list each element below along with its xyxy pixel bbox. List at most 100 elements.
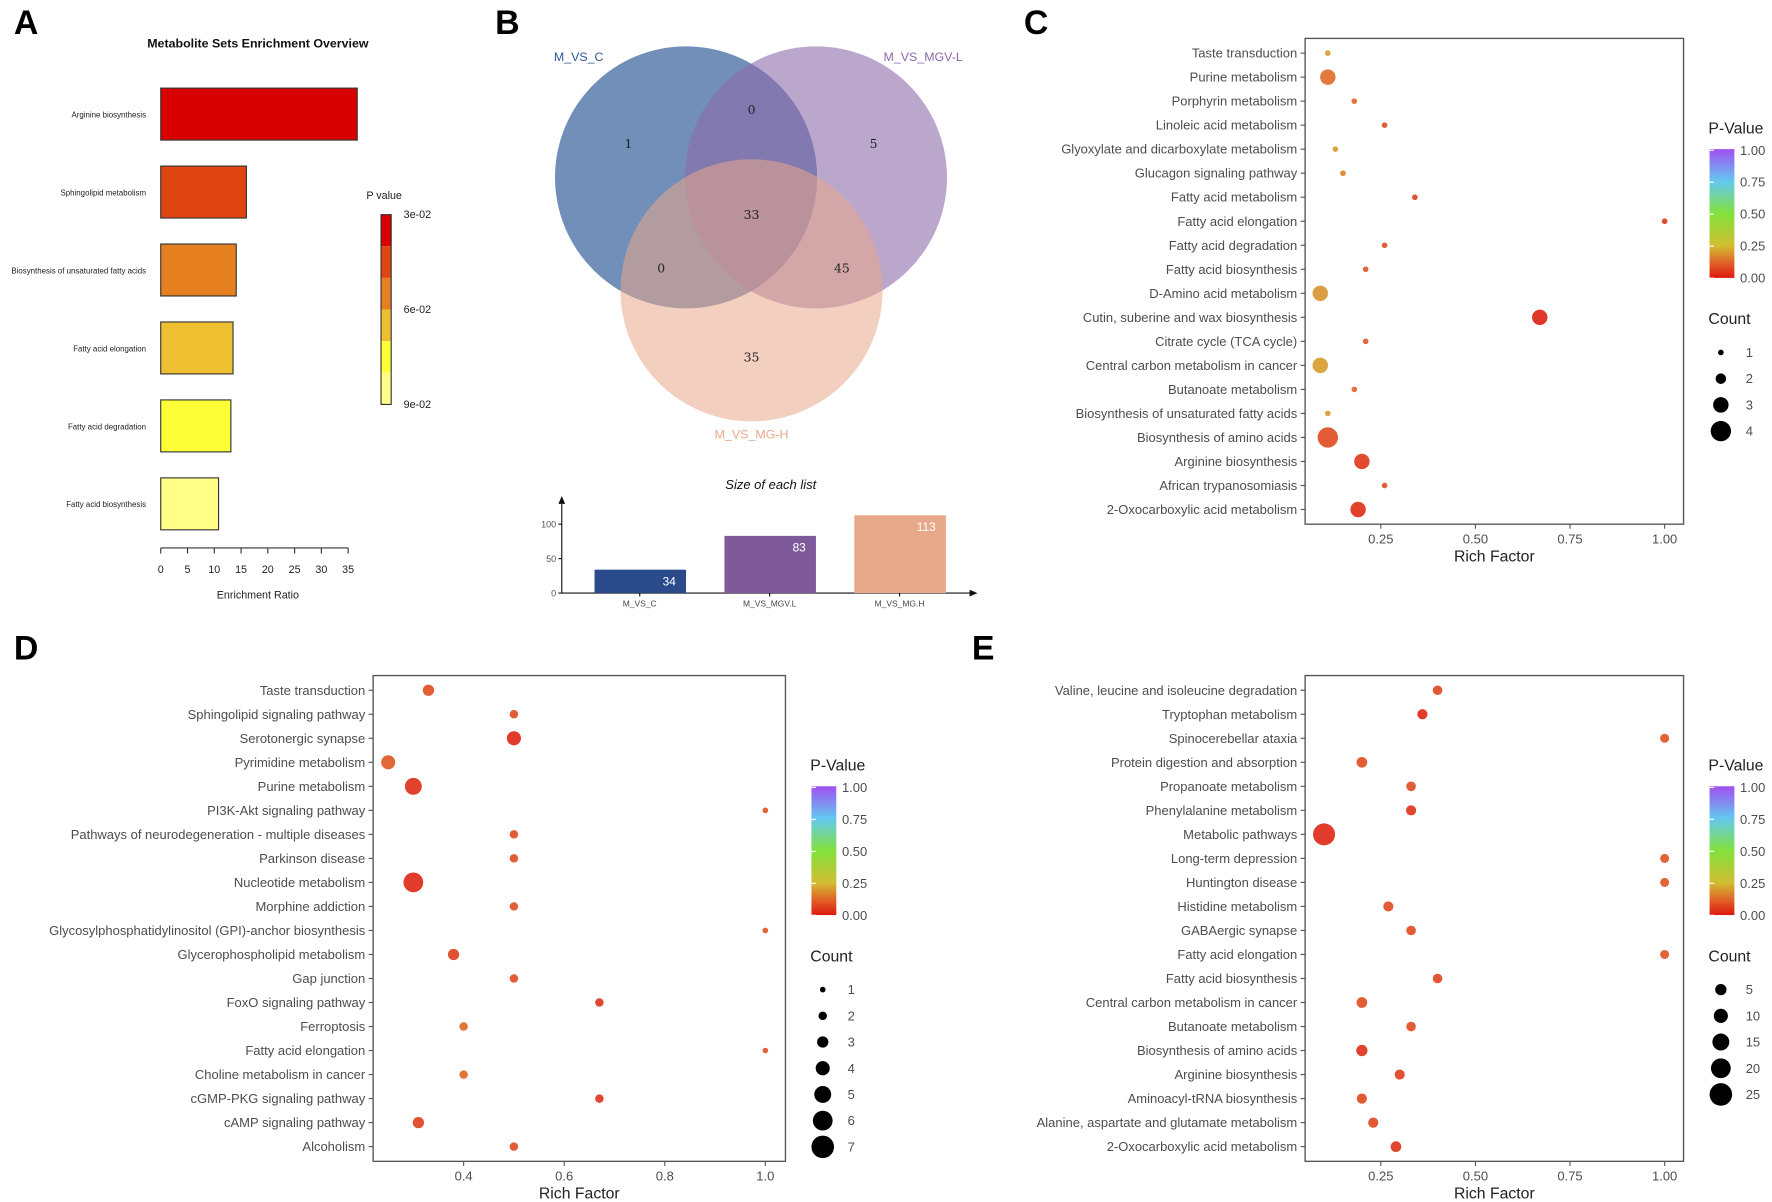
y-tick-label: Histidine metabolism	[1177, 899, 1297, 914]
y-tick-label: Glycerophospholipid metabolism	[178, 947, 366, 962]
x-tick-label: 1.00	[1652, 1169, 1677, 1184]
color-legend-bar	[811, 786, 837, 916]
data-point	[762, 1047, 769, 1054]
y-tick-label: 2-Oxocarboxylic acid metabolism	[1107, 1139, 1298, 1154]
y-tick-label: Ferroptosis	[300, 1019, 365, 1034]
x-tick-label: 0.75	[1557, 531, 1582, 546]
y-tick-label: Parkinson disease	[259, 851, 365, 866]
bar	[160, 477, 220, 531]
x-tick-label: 0.4	[455, 1169, 473, 1184]
y-tick-label: PI3K-Akt signaling pathway	[207, 803, 366, 818]
x-tick-label: 5	[185, 564, 191, 576]
x-axis-arrow	[969, 589, 978, 597]
data-point	[422, 684, 435, 696]
data-point	[1660, 949, 1670, 959]
bar	[160, 165, 247, 219]
data-point	[1362, 266, 1369, 273]
y-tick-label: Gap junction	[292, 971, 365, 986]
data-point	[1356, 997, 1368, 1008]
y-tick-label: Pathways of neurodegeneration - multiple…	[71, 827, 366, 842]
data-point	[1354, 453, 1370, 470]
data-point	[403, 872, 424, 893]
y-tick-label: D-Amino acid metabolism	[1149, 286, 1297, 301]
x-tick-label: 0.6	[555, 1169, 573, 1184]
x-axis-title: Rich Factor	[1454, 1186, 1535, 1202]
y-tick-label: 50	[546, 554, 556, 564]
y-tick-label: Phenylalanine metabolism	[1146, 803, 1298, 818]
y-tick-label: African trypanosomiasis	[1159, 478, 1297, 493]
y-tick-label: Purine metabolism	[258, 779, 366, 794]
y-tick-label: Glucagon signaling pathway	[1135, 166, 1298, 181]
y-tick-label: Spinocerebellar ataxia	[1169, 731, 1298, 746]
y-tick-label: Protein digestion and absorption	[1111, 755, 1297, 770]
data-point	[1412, 194, 1418, 201]
data-point	[1406, 1021, 1416, 1032]
chart-title: Metabolite Sets Enrichment Overview	[147, 36, 369, 50]
size-legend-title: Count	[1708, 311, 1751, 328]
size-legend-dot	[1710, 1058, 1731, 1079]
y-tick-label: Glycosylphosphatidylinositol (GPI)-ancho…	[49, 923, 366, 938]
data-point	[1340, 170, 1346, 177]
data-point	[509, 830, 519, 839]
legend-label: 3e-02	[404, 209, 431, 221]
y-tick-label: Morphine addiction	[255, 899, 365, 914]
data-point	[381, 755, 396, 770]
data-point	[1532, 309, 1548, 326]
size-legend-label: 2	[848, 1008, 855, 1023]
y-tick-label: Butanoate metabolism	[1168, 1019, 1297, 1034]
y-tick-label: 0	[551, 588, 556, 598]
panel-b-venn-diagram: M_VS_C M_VS_MGV-L M_VS_MG-H 1 0 5 33 0 45 35	[554, 46, 963, 441]
x-tick-label: 0.8	[656, 1169, 674, 1184]
bar-value-label: 83	[793, 541, 807, 555]
data-point	[1394, 1069, 1405, 1080]
data-point	[509, 974, 519, 983]
y-tick-label: Serotonergic synapse	[240, 731, 366, 746]
data-point	[1660, 853, 1670, 863]
y-tick-label: Nucleotide metabolism	[234, 875, 365, 890]
x-tick-label: 20	[262, 564, 274, 576]
legend-color-segment	[381, 246, 392, 278]
y-tick-label: Choline metabolism in cancer	[195, 1067, 366, 1082]
bar	[724, 535, 816, 594]
size-legend-dot	[1713, 1008, 1728, 1023]
size-legend-label: 5	[848, 1087, 855, 1102]
data-point	[1325, 410, 1331, 417]
y-tick-label: Tryptophan metabolism	[1162, 707, 1297, 722]
venn-set-label: M_VS_C	[554, 50, 604, 64]
color-legend-title: P-Value	[1708, 120, 1763, 137]
data-point	[1381, 122, 1388, 128]
bar-value-label: 113	[917, 520, 936, 534]
data-point	[1661, 218, 1668, 225]
panel-label-d: D	[14, 630, 38, 668]
y-tick-label: Long-term depression	[1171, 851, 1297, 866]
data-point	[595, 1094, 604, 1103]
data-point	[447, 948, 460, 961]
legend-title: P value	[366, 190, 402, 202]
y-tick-label: Fatty acid elongation	[1177, 947, 1297, 962]
color-legend-bar	[1709, 149, 1735, 278]
color-legend-label: 0.00	[842, 908, 867, 923]
legend-label: 9e-02	[404, 399, 431, 411]
bar	[160, 243, 237, 297]
venn-set-label: M_VS_MGV-L	[884, 50, 963, 64]
x-tick-label: M_VS_MG.H	[875, 599, 925, 609]
color-legend-label: 0.00	[1740, 271, 1765, 286]
size-legend-dot	[1710, 420, 1732, 442]
color-legend-label: 0.75	[1740, 175, 1765, 190]
bar-label: Arginine biosynthesis	[71, 110, 146, 119]
data-point	[1362, 338, 1369, 345]
size-legend-dot	[814, 1085, 832, 1103]
panel-d-bubble-chart: Taste transduction Sphingolipid signaling…	[49, 674, 867, 1202]
size-legend-label: 4	[1746, 424, 1753, 439]
data-point	[1317, 427, 1338, 448]
size-legend-dot	[1709, 1083, 1733, 1106]
data-point	[1406, 781, 1416, 792]
y-tick-label: GABAergic synapse	[1181, 923, 1297, 938]
size-legend-dot	[1718, 349, 1724, 356]
y-tick-label: Alcoholism	[302, 1139, 365, 1154]
x-tick-label: 0.50	[1463, 531, 1488, 546]
venn-region-count: 0	[657, 260, 665, 275]
venn-region-count: 35	[744, 350, 760, 365]
color-legend-label: 0.00	[1740, 908, 1765, 923]
